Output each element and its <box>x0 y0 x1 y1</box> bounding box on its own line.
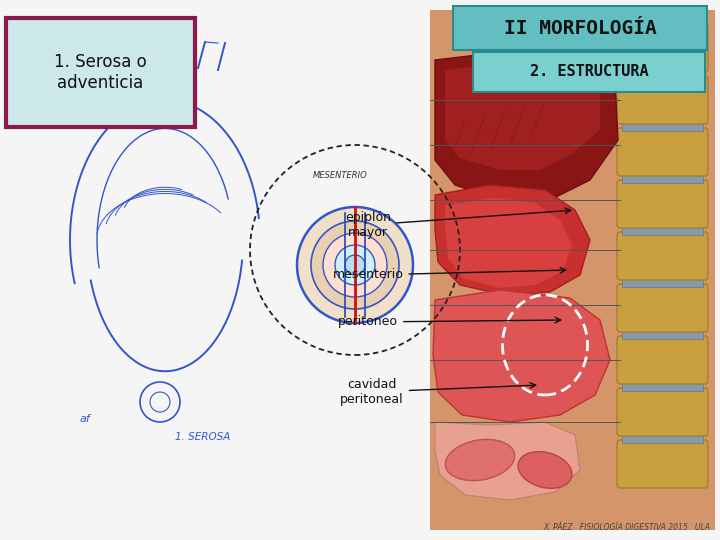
Polygon shape <box>435 185 590 295</box>
FancyBboxPatch shape <box>473 52 705 92</box>
Circle shape <box>323 233 387 297</box>
Circle shape <box>335 245 375 285</box>
FancyBboxPatch shape <box>617 388 708 436</box>
Text: 1. Serosa o
adventicia: 1. Serosa o adventicia <box>54 53 147 92</box>
Text: II MORFOLOGÍA: II MORFOLOGÍA <box>503 18 657 37</box>
Polygon shape <box>433 290 610 422</box>
Polygon shape <box>445 62 600 170</box>
Text: X. PÁEZ   FISIOLOGÍA DIGESTIVA 2015   ULA: X. PÁEZ FISIOLOGÍA DIGESTIVA 2015 ULA <box>543 523 710 532</box>
Bar <box>622 435 703 443</box>
Text: peritoneo: peritoneo <box>338 315 561 328</box>
FancyBboxPatch shape <box>453 6 707 50</box>
Text: MESENTERIO: MESENTERIO <box>313 171 368 180</box>
Polygon shape <box>435 50 618 200</box>
Text: 1. SEROSA: 1. SEROSA <box>175 432 230 442</box>
Ellipse shape <box>518 451 572 488</box>
FancyBboxPatch shape <box>617 232 708 280</box>
Bar <box>622 227 703 235</box>
Circle shape <box>311 221 399 309</box>
Circle shape <box>297 207 413 323</box>
Text: mesenterio: mesenterio <box>333 267 566 281</box>
Bar <box>622 331 703 339</box>
Bar <box>622 71 703 79</box>
FancyBboxPatch shape <box>617 284 708 332</box>
Bar <box>622 175 703 183</box>
FancyBboxPatch shape <box>617 128 708 176</box>
Polygon shape <box>445 198 572 288</box>
Bar <box>622 383 703 391</box>
Ellipse shape <box>446 440 515 481</box>
FancyBboxPatch shape <box>617 440 708 488</box>
FancyBboxPatch shape <box>617 76 708 124</box>
FancyBboxPatch shape <box>617 180 708 228</box>
FancyBboxPatch shape <box>617 336 708 384</box>
FancyBboxPatch shape <box>6 18 195 127</box>
Bar <box>622 279 703 287</box>
Text: af: af <box>80 414 91 424</box>
Bar <box>622 123 703 131</box>
Polygon shape <box>435 422 580 500</box>
FancyBboxPatch shape <box>617 24 708 72</box>
Circle shape <box>345 255 365 275</box>
Text: epiplón
mayor: epiplón mayor <box>345 208 571 239</box>
Bar <box>430 10 715 530</box>
Text: 2. ESTRUCTURA: 2. ESTRUCTURA <box>530 64 648 79</box>
Text: cavidad
peritoneal: cavidad peritoneal <box>340 378 536 406</box>
